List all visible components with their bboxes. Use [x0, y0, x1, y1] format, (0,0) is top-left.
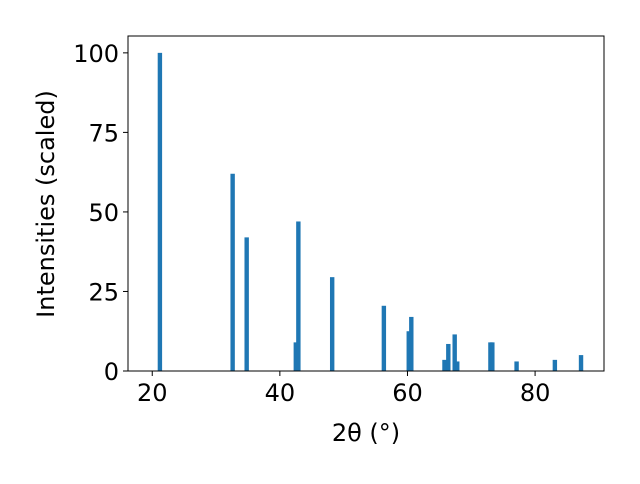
- x-tick-label: 60: [392, 379, 423, 407]
- bar: [329, 277, 335, 371]
- y-tick-label: 25: [88, 278, 119, 306]
- bar: [244, 237, 249, 371]
- bar: [490, 342, 495, 371]
- y-tick-label: 50: [88, 199, 119, 227]
- bar: [452, 334, 457, 371]
- x-tick-label: 40: [265, 379, 296, 407]
- bar: [578, 355, 584, 371]
- x-tick-label: 20: [137, 379, 168, 407]
- bar: [446, 343, 451, 371]
- y-tick-label: 75: [88, 119, 119, 147]
- bar: [293, 342, 299, 371]
- bar: [296, 221, 301, 371]
- bar: [514, 361, 519, 371]
- x-axis-label: 2θ (°): [332, 419, 400, 447]
- bar: [157, 52, 163, 371]
- bar: [230, 173, 235, 371]
- bar: [381, 305, 387, 371]
- y-tick-label: 100: [73, 40, 119, 68]
- x-tick-label: 80: [520, 379, 551, 407]
- bar: [409, 316, 414, 371]
- bar: [442, 359, 447, 371]
- y-tick-label: 0: [104, 358, 119, 386]
- bar: [406, 331, 411, 371]
- bar: [552, 359, 558, 371]
- bar: [455, 361, 460, 371]
- plot-frame: [127, 35, 605, 372]
- y-axis-label: Intensities (scaled): [32, 90, 60, 318]
